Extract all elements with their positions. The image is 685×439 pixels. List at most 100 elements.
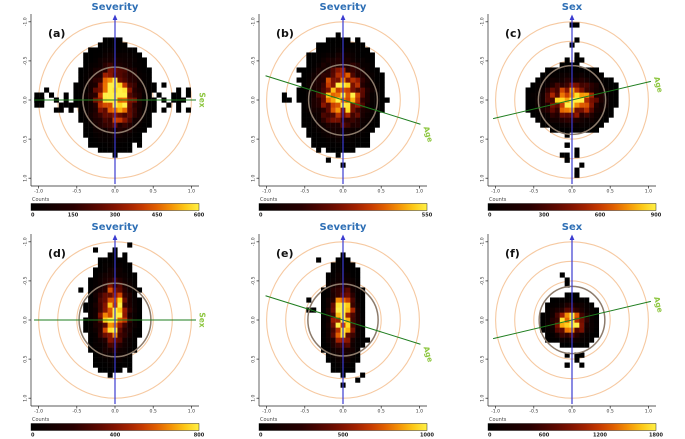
vertical-axis-label: Severity [320,222,367,233]
svg-text:600: 600 [594,212,605,218]
svg-text:-0.5: -0.5 [251,56,257,65]
counts-label: Counts [32,197,50,203]
svg-text:900: 900 [650,212,661,218]
colorbar-tick-labels: 0 300 600 900 [488,212,662,218]
svg-text:1.0: 1.0 [251,394,257,401]
svg-text:600: 600 [538,432,549,438]
colorbar-tick-labels: 0 150 300 450 600 [31,212,205,218]
svg-text:450: 450 [152,212,163,218]
colorbar [30,422,200,431]
svg-text:0.5: 0.5 [251,135,257,142]
svg-text:-0.5: -0.5 [22,56,28,65]
vertical-axis-arrow [569,14,575,21]
panel-letter: (f) [505,247,520,260]
svg-text:1.0: 1.0 [416,408,423,414]
svg-text:0.5: 0.5 [378,188,385,194]
plot-axes [485,14,656,189]
colorbar-tick-labels: 0 500 1000 [259,432,434,438]
panel-d: -1.0 -0.5 0.0 0.5 1.0 -1.0 -0.5 0.0 0.5 1.0 Sex Sev… [0,220,228,439]
panel-letter: (e) [276,247,294,260]
svg-text:0.5: 0.5 [22,135,28,142]
panel-letter: (b) [276,27,294,40]
svg-text:400: 400 [110,432,121,438]
counts-label: Counts [489,197,507,203]
colorbar [30,203,200,211]
svg-text:1800: 1800 [649,432,663,438]
vertical-axis-label: Severity [320,2,367,13]
svg-text:1.0: 1.0 [22,394,28,401]
vertical-axis-label: Severity [92,222,139,233]
svg-text:300: 300 [110,212,121,218]
svg-text:500: 500 [338,432,349,438]
panel-svg: -1.0 -0.5 0.0 0.5 1.0 -1.0 -0.5 0.0 0.5 1.0 Age Sev… [251,222,435,438]
counts-label: Counts [260,197,278,203]
svg-text:-1.0: -1.0 [34,408,43,414]
svg-text:-1.0: -1.0 [22,237,28,246]
svg-text:-1.0: -1.0 [251,237,257,246]
panel-e: -1.0 -0.5 0.0 0.5 1.0 -1.0 -0.5 0.0 0.5 1.0 Age Sev… [228,220,456,439]
svg-text:0.5: 0.5 [606,188,613,194]
svg-text:-0.5: -0.5 [479,56,485,65]
svg-text:1.0: 1.0 [479,174,485,181]
svg-text:-1.0: -1.0 [262,188,271,194]
plot-axes [256,14,428,189]
svg-text:1.0: 1.0 [22,174,28,181]
vertical-axis-arrow [569,234,575,240]
panel-svg: -1.0 -0.5 0.0 0.5 1.0 -1.0 -0.5 0.0 0.5 1.0 Age Sex… [479,2,665,218]
svg-text:0.0: 0.0 [251,96,257,103]
svg-text:-0.5: -0.5 [529,408,538,414]
counts-label: Counts [489,417,507,423]
oblique-axis-label: Age [652,76,665,94]
svg-text:0.5: 0.5 [606,408,613,414]
tick-labels: -1.0 -0.5 0.0 0.5 1.0 -1.0 -0.5 0.0 0.5 1.0 [251,17,424,194]
vertical-axis-arrow [112,14,118,21]
svg-text:0.0: 0.0 [479,96,485,103]
svg-text:1.0: 1.0 [188,188,195,194]
svg-text:0.0: 0.0 [111,408,118,414]
svg-text:0: 0 [259,212,263,218]
svg-text:0: 0 [31,212,35,218]
panel-b: -1.0 -0.5 0.0 0.5 1.0 -1.0 -0.5 0.0 0.5 1.0 Age Sev… [228,0,456,220]
tick-labels: -1.0 -0.5 0.0 0.5 1.0 -1.0 -0.5 0.0 0.5 1.0 [22,17,195,194]
plot-axes [256,233,428,408]
colorbar [487,203,656,211]
svg-text:1.0: 1.0 [188,408,195,414]
tick-labels: -1.0 -0.5 0.0 0.5 1.0 -1.0 -0.5 0.0 0.5 1.0 [22,237,195,414]
colorbar [487,422,656,431]
panel-svg: -1.0 -0.5 0.0 0.5 1.0 -1.0 -0.5 0.0 0.5 1.0 Sex Sev… [22,2,206,218]
svg-text:0.0: 0.0 [111,188,118,194]
svg-text:-0.5: -0.5 [301,408,310,414]
panel-letter: (a) [48,27,65,40]
oblique-axis-label: Age [422,125,435,143]
vertical-axis-arrow [340,234,346,240]
svg-text:1.0: 1.0 [479,394,485,401]
tick-labels: -1.0 -0.5 0.0 0.5 1.0 -1.0 -0.5 0.0 0.5 1.0 [251,237,424,414]
oblique-axis-label: Age [652,295,665,313]
svg-text:0: 0 [488,432,492,438]
svg-text:1000: 1000 [420,432,434,438]
svg-text:600: 600 [194,212,205,218]
heatmap-bins [282,32,390,168]
panel-svg: -1.0 -0.5 0.0 0.5 1.0 -1.0 -0.5 0.0 0.5 1.0 Age Sex… [479,222,665,438]
svg-text:1200: 1200 [593,432,607,438]
oblique-axis-label: Sex [197,92,206,107]
svg-text:0: 0 [31,432,35,438]
vertical-axis-label: Severity [92,2,139,13]
panel-a: -1.0 -0.5 0.0 0.5 1.0 -1.0 -0.5 0.0 0.5 1.0 Sex Sev… [0,0,228,220]
svg-text:0.0: 0.0 [479,316,485,323]
heatmap-bins [78,241,143,378]
panel-svg: -1.0 -0.5 0.0 0.5 1.0 -1.0 -0.5 0.0 0.5 1.0 Age Sev… [251,2,435,218]
svg-text:-1.0: -1.0 [22,17,28,26]
svg-text:0.0: 0.0 [251,316,257,323]
svg-text:-0.5: -0.5 [251,276,257,285]
svg-text:-0.5: -0.5 [22,276,28,285]
svg-text:150: 150 [68,212,79,218]
tick-labels: -1.0 -0.5 0.0 0.5 1.0 -1.0 -0.5 0.0 0.5 1.0 [479,237,652,414]
svg-text:1.0: 1.0 [251,174,257,181]
colorbar [259,422,428,431]
svg-text:0.5: 0.5 [22,355,28,362]
svg-text:1.0: 1.0 [644,408,651,414]
svg-text:0.0: 0.0 [568,408,575,414]
panel-f: -1.0 -0.5 0.0 0.5 1.0 -1.0 -0.5 0.0 0.5 1.0 Age Sex… [457,220,685,439]
